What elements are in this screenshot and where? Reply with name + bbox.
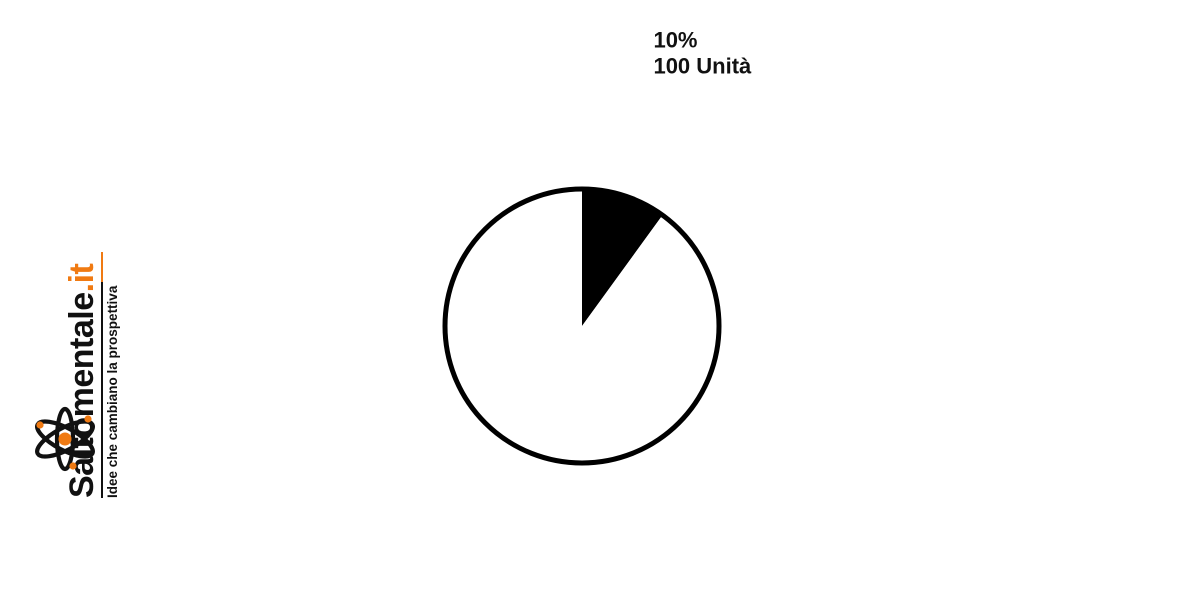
pie-outline <box>442 186 722 466</box>
pie-slice-percent-label: 10% <box>653 27 697 52</box>
pie-slice-value-label: 100 Unità <box>653 53 752 78</box>
atom-icon <box>35 406 95 472</box>
pie-slice-2 <box>444 189 719 463</box>
pie-slice-1 <box>582 189 663 326</box>
